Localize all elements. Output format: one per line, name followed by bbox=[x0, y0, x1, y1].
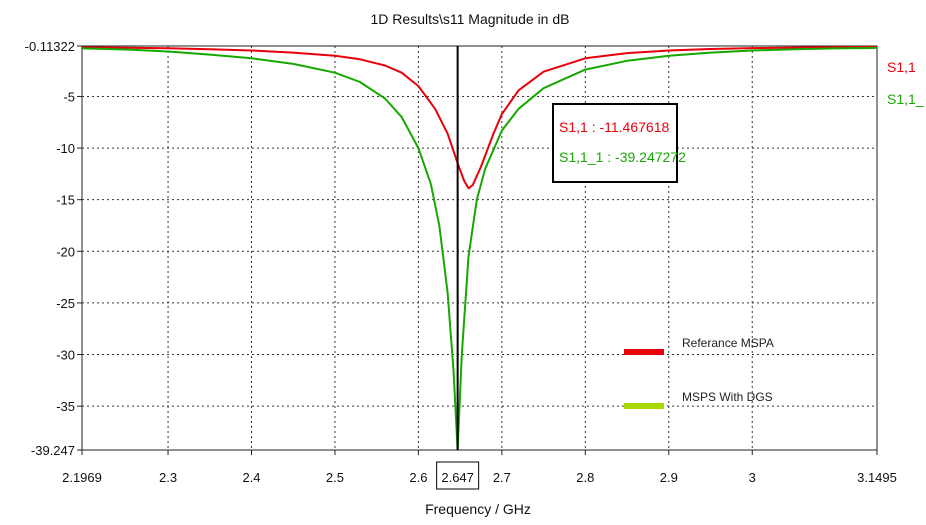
series-end-labels: S1,1 S1,1_ bbox=[887, 59, 924, 107]
x-tick-label: 2.8 bbox=[576, 470, 594, 485]
x-tick-label: 2.1969 bbox=[62, 470, 102, 485]
y-tick-label: -35 bbox=[56, 399, 75, 414]
legend-label-2: MSPS With DGS bbox=[682, 390, 773, 404]
frequency-marker[interactable]: 2.647 bbox=[436, 46, 480, 490]
readout-line-1: S1,1 : -11.467618 bbox=[559, 119, 669, 135]
x-tick-label: 2.9 bbox=[660, 470, 678, 485]
legend-label-1: Referance MSPA bbox=[682, 336, 774, 350]
chart-title: 1D Results\s11 Magnitude in dB bbox=[371, 11, 570, 27]
legend: Referance MSPA MSPS With DGS bbox=[624, 336, 774, 409]
y-tick-label: -39.247 bbox=[31, 443, 75, 458]
x-tick-label: 3.1495 bbox=[857, 470, 897, 485]
y-tick-label: -5 bbox=[63, 89, 75, 104]
marker-value-box bbox=[436, 461, 480, 490]
grid-lines bbox=[82, 46, 877, 450]
x-tick-label: 2.6 bbox=[409, 470, 427, 485]
y-tick-label: -0.11322 bbox=[25, 39, 75, 54]
y-tick-label: -15 bbox=[56, 193, 75, 208]
x-tick-label: 2.4 bbox=[242, 470, 260, 485]
readout-line-2: S1,1_1 : -39.247272 bbox=[559, 149, 686, 165]
x-tick-label: 2.3 bbox=[159, 470, 177, 485]
y-tick-label: -30 bbox=[56, 348, 75, 363]
x-axis-title: Frequency / GHz bbox=[425, 501, 531, 517]
y-tick-label: -20 bbox=[56, 244, 75, 259]
x-tick-label: 2.5 bbox=[326, 470, 344, 485]
x-axis-ticks: 2.1969 2.3 2.4 2.5 2.6 2.7 2.8 2.9 3 3.1495 bbox=[62, 450, 897, 485]
series-line-1 bbox=[81, 45, 878, 190]
x-tick-label: 2.7 bbox=[493, 470, 511, 485]
marker-readout-box: S1,1 : -11.467618 S1,1_1 : -39.247272 bbox=[552, 103, 686, 183]
marker-value-label: 2.647 bbox=[441, 470, 474, 485]
plot-frame bbox=[81, 45, 878, 451]
readout-box bbox=[552, 103, 678, 183]
series-end-label-1: S1,1 bbox=[887, 59, 916, 75]
y-axis-ticks: -0.11322 -5 -10 -15 -20 -25 -30 -35 -39.247 bbox=[25, 39, 82, 458]
y-tick-label: -10 bbox=[56, 141, 75, 156]
x-tick-label: 3 bbox=[749, 470, 756, 485]
series-end-label-2: S1,1_ bbox=[887, 91, 924, 107]
y-tick-label: -25 bbox=[56, 296, 75, 311]
